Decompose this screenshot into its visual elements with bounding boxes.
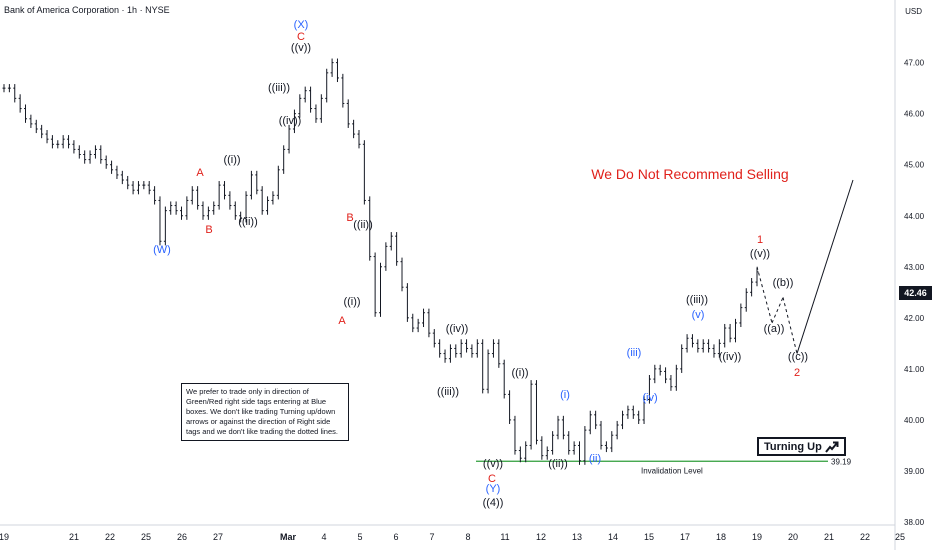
y-tick-label: 39.00 — [904, 467, 925, 476]
last-price-tag: 42.46 — [899, 286, 932, 300]
headline-text: We Do Not Recommend Selling — [591, 166, 788, 182]
projection-dashed-segment — [771, 297, 784, 324]
x-tick-label: 17 — [680, 532, 690, 542]
turning-up-box: Turning Up — [757, 437, 846, 456]
invalidation-label: Invalidation Level — [641, 466, 703, 475]
x-tick-label: 5 — [357, 532, 362, 542]
wave-label: (iii) — [627, 347, 642, 359]
x-tick-label: 25 — [895, 532, 905, 542]
y-tick-label: 47.00 — [904, 59, 925, 68]
y-tick-label: 44.00 — [904, 212, 925, 221]
x-tick-label: 14 — [608, 532, 618, 542]
wave-label: ((i)) — [511, 367, 528, 379]
y-tick-label: 46.00 — [904, 110, 925, 119]
x-tick-label: 19 — [752, 532, 762, 542]
wave-label: ((a)) — [764, 323, 785, 335]
wave-label: A — [196, 167, 204, 179]
x-tick-label: 15 — [644, 532, 654, 542]
x-tick-label: 11 — [500, 532, 509, 542]
x-tick-label: 22 — [860, 532, 870, 542]
x-tick-label: 8 — [465, 532, 470, 542]
x-tick-label: 27 — [213, 532, 223, 542]
wave-label: A — [338, 315, 346, 327]
x-tick-label: 4 — [321, 532, 326, 542]
wave-label: ((iii)) — [268, 82, 290, 94]
projection-dashed-segment — [782, 297, 798, 354]
wave-label: ((c)) — [788, 351, 808, 363]
invalidation-value: 39.19 — [831, 457, 852, 466]
wave-label: ((ii)) — [353, 219, 373, 231]
wave-label: ((iii)) — [686, 294, 708, 306]
wave-label: B — [346, 212, 353, 224]
y-tick-label: 41.00 — [904, 365, 925, 374]
wave-label: (ii) — [589, 453, 601, 465]
x-tick-label: 26 — [177, 532, 187, 542]
wave-label: 1 — [757, 234, 763, 246]
x-tick-label: 7 — [429, 532, 434, 542]
currency-label: USD — [905, 7, 922, 16]
wave-label: C — [488, 473, 496, 485]
wave-label: (i) — [560, 389, 570, 401]
x-tick-label: 6 — [393, 532, 398, 542]
wave-label: ((ii)) — [238, 216, 258, 228]
x-tick-label: 12 — [536, 532, 546, 542]
x-tick-label: 13 — [572, 532, 582, 542]
x-tick-label: 21 — [824, 532, 834, 542]
x-tick-label: Mar — [280, 532, 297, 542]
y-tick-label: 38.00 — [904, 518, 925, 527]
wave-label: (v) — [692, 309, 705, 321]
x-tick-label: 25 — [141, 532, 151, 542]
y-tick-label: 43.00 — [904, 263, 925, 272]
wave-label: ((iv)) — [719, 351, 742, 363]
wave-label: (iv) — [642, 392, 657, 404]
turning-up-label: Turning Up — [764, 440, 822, 453]
x-tick-label: 22 — [105, 532, 115, 542]
wave-label: (X) — [294, 19, 309, 31]
y-tick-label: 40.00 — [904, 416, 925, 425]
wave-label: ((v)) — [483, 458, 503, 470]
wave-label: ((v)) — [291, 42, 311, 54]
x-tick-label: 20 — [788, 532, 798, 542]
wave-label: 2 — [794, 367, 800, 379]
x-tick-label: 21 — [69, 532, 79, 542]
wave-label: C — [297, 31, 305, 43]
projection-solid-segment — [796, 179, 854, 354]
trading-note: We prefer to trade only in direction of … — [181, 383, 349, 441]
wave-label: ((iii)) — [437, 386, 459, 398]
wave-label: ((ii)) — [548, 458, 568, 470]
wave-label: ((4)) — [483, 497, 504, 509]
wave-label: ((iv)) — [446, 323, 469, 335]
wave-label: ((i)) — [343, 296, 360, 308]
x-tick-label: 18 — [716, 532, 726, 542]
wave-label: ((i)) — [223, 154, 240, 166]
arrow-up-right-icon — [825, 441, 839, 453]
wave-label: ((v)) — [750, 248, 770, 260]
wave-label: ((iv)) — [279, 115, 302, 127]
wave-label: (W) — [153, 244, 171, 256]
y-tick-label: 45.00 — [904, 161, 925, 170]
x-tick-label: 19 — [0, 532, 9, 542]
projection-dashed-segment — [756, 266, 773, 324]
chart-title: Bank of America Corporation · 1h · NYSE — [4, 5, 170, 15]
wave-label: ((b)) — [773, 277, 794, 289]
y-tick-label: 42.00 — [904, 314, 925, 323]
wave-label: B — [205, 224, 212, 236]
wave-label: (Y) — [486, 483, 501, 495]
